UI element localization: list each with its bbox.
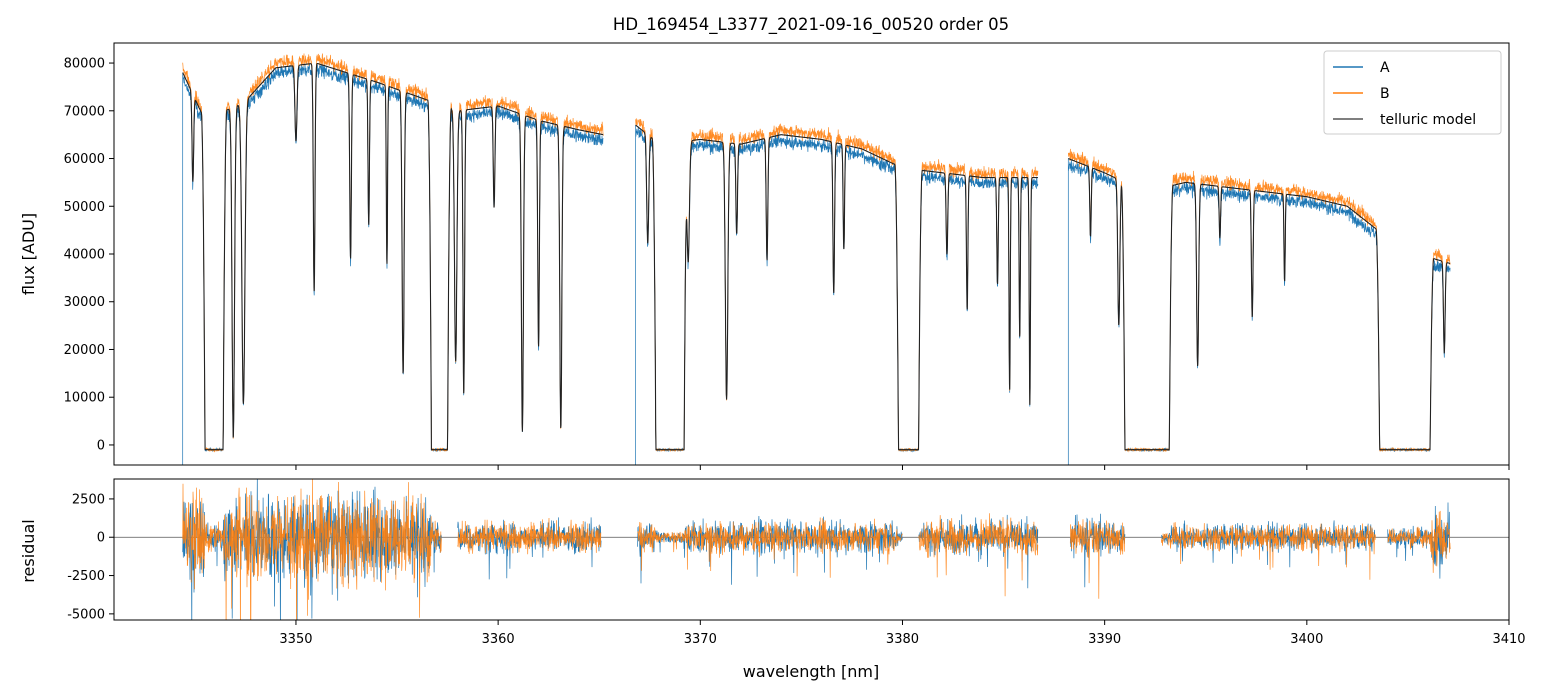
flux-tick-label: 30000	[64, 295, 105, 310]
wavelength-axis: 3350 3360 3370 3380 3390 3400 3410	[279, 465, 1526, 647]
residual-tick-label: 2500	[72, 492, 105, 507]
residual-tick-label: -5000	[67, 607, 105, 622]
residual-axes: -5000 -2500 0 2500	[67, 492, 114, 622]
chart-title: HD_169454_L3377_2021-09-16_00520 order 0…	[613, 15, 1009, 35]
x-tick-label: 3410	[1492, 632, 1525, 647]
flux-axis-label: flux [ADU]	[19, 213, 38, 295]
flux-tick-label: 70000	[64, 104, 105, 119]
flux-tick-label: 80000	[64, 57, 105, 72]
residual-plot-area	[114, 479, 1509, 620]
x-tick-label: 3390	[1088, 632, 1121, 647]
legend-label-model: telluric model	[1380, 112, 1476, 128]
x-tick-label: 3380	[886, 632, 919, 647]
residual-panel-frame	[113, 478, 1510, 621]
flux-axes: 0 10000 20000 30000 40000 50000 60000 70000 8000…	[64, 57, 114, 453]
flux-panel: 0 10000 20000 30000 40000 50000 60000 70000 8000…	[19, 42, 1510, 466]
telluric-model-line	[182, 62, 1451, 451]
legend-label-b: B	[1380, 86, 1390, 102]
wavelength-axis-label: wavelength [nm]	[743, 662, 880, 681]
legend: A B telluric model	[1323, 50, 1502, 135]
flux-tick-label: 0	[97, 438, 105, 453]
flux-plot-area	[182, 53, 1451, 465]
x-tick-label: 3350	[279, 632, 312, 647]
residual-tick-label: 0	[97, 531, 105, 546]
flux-tick-label: 50000	[64, 200, 105, 215]
residual-panel: -5000 -2500 0 2500 residual	[19, 478, 1510, 622]
residual-axis-label: residual	[19, 519, 38, 582]
flux-tick-label: 60000	[64, 152, 105, 167]
x-tick-label: 3360	[482, 632, 515, 647]
flux-tick-label: 10000	[64, 391, 105, 406]
legend-label-a: A	[1380, 60, 1390, 76]
flux-tick-label: 20000	[64, 343, 105, 358]
flux-panel-frame	[113, 42, 1510, 466]
legend-box	[1323, 50, 1502, 135]
series-a-line	[182, 63, 1451, 465]
residual-tick-label: -2500	[67, 569, 105, 584]
x-tick-label: 3370	[684, 632, 717, 647]
residual-b-line	[182, 479, 1451, 620]
flux-tick-label: 40000	[64, 248, 105, 263]
x-tick-label: 3400	[1290, 632, 1323, 647]
